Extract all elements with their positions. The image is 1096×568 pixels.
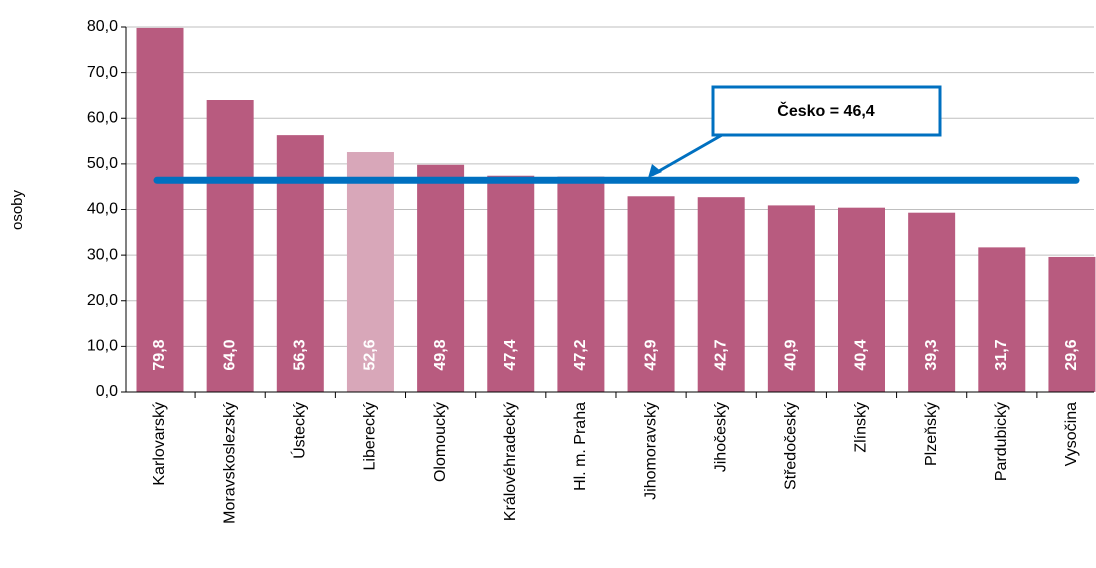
value-label: 47,2 <box>572 339 589 370</box>
annotation-arrow <box>651 133 723 177</box>
y-tick-label: 50,0 <box>87 155 118 172</box>
x-tick-label: Ústecký <box>290 402 309 459</box>
y-axis-label: osoby <box>9 189 26 230</box>
value-label: 52,6 <box>362 339 379 370</box>
bar <box>978 247 1026 392</box>
bar <box>557 176 605 392</box>
y-tick-label: 60,0 <box>87 109 118 126</box>
bar <box>697 197 745 392</box>
arrow-head <box>648 164 662 178</box>
x-tick-label: Moravskoslezský <box>221 402 238 524</box>
y-tick-label: 70,0 <box>87 64 118 81</box>
x-tick-label: Karlovarský <box>151 402 168 486</box>
bar <box>346 152 394 392</box>
value-label: 42,7 <box>712 339 729 370</box>
x-tick-label: Olomoucký <box>432 402 449 482</box>
value-label: 49,8 <box>432 339 449 370</box>
y-tick-label: 80,0 <box>87 18 118 35</box>
y-tick-label: 20,0 <box>87 292 118 309</box>
x-tick-label: Královéhradecký <box>502 402 519 521</box>
y-tick-label: 0,0 <box>96 383 118 400</box>
x-tick-label: Vysočina <box>1063 402 1080 466</box>
value-label: 40,4 <box>853 339 870 370</box>
x-tick-label: Liberecký <box>362 402 379 470</box>
x-tick-label: Jihočeský <box>712 402 729 472</box>
bar <box>206 100 254 392</box>
x-tick-label: Plzeňský <box>923 402 940 466</box>
x-tick-label: Zlínský <box>853 402 870 453</box>
bar <box>136 27 184 392</box>
y-tick-label: 40,0 <box>87 201 118 218</box>
y-tick-label: 10,0 <box>87 338 118 355</box>
x-tick-label: Pardubický <box>993 402 1010 481</box>
value-label: 56,3 <box>292 339 309 370</box>
bar <box>767 205 815 392</box>
value-label: 42,9 <box>642 339 659 370</box>
bar <box>838 207 885 392</box>
x-tick-label: Středočeský <box>783 402 800 490</box>
annotation-box <box>711 85 942 137</box>
value-label: 31,7 <box>993 339 1010 370</box>
value-label: 79,8 <box>151 339 168 370</box>
bar <box>487 175 535 392</box>
value-label: 29,6 <box>1063 339 1080 370</box>
value-label: 64,0 <box>221 339 238 370</box>
x-tick-label: Hl. m. Praha <box>572 402 589 491</box>
bar <box>908 212 956 392</box>
value-label: 39,3 <box>923 339 940 370</box>
annotation-label: Česko = 46,4 <box>777 101 875 120</box>
bar <box>417 164 465 392</box>
bar <box>627 196 675 392</box>
bar <box>1048 256 1096 392</box>
x-tick-label: Jihomoravský <box>642 402 659 500</box>
value-label: 40,9 <box>783 339 800 370</box>
value-label: 47,4 <box>502 339 519 370</box>
y-tick-label: 30,0 <box>87 246 118 263</box>
